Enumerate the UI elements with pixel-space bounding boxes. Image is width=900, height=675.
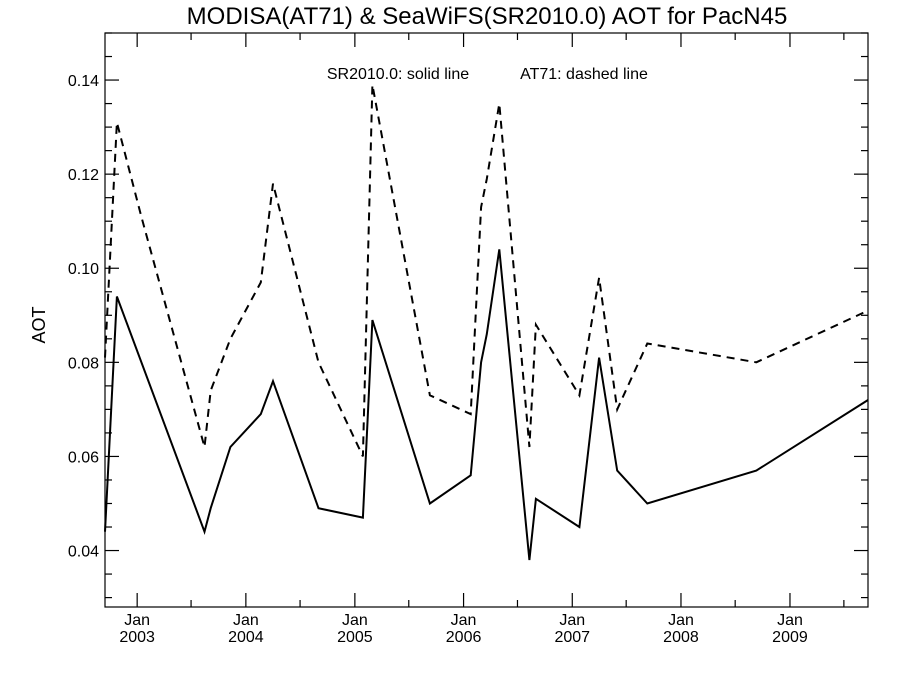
x-tick-month-label: Jan <box>668 612 694 629</box>
series-line-sr2010-0 <box>104 249 869 561</box>
axis-tick-labels: 0.040.060.080.100.120.14Jan2003Jan2004Ja… <box>68 73 808 646</box>
x-tick-month-label: Jan <box>124 612 150 629</box>
axis-ticks <box>105 32 868 607</box>
x-tick-year-label: 2003 <box>119 629 155 646</box>
y-tick-label: 0.14 <box>68 73 99 90</box>
series-layer <box>104 84 869 561</box>
chart-title: MODISA(AT71) & SeaWiFS(SR2010.0) AOT for… <box>187 3 788 30</box>
x-tick-month-label: Jan <box>559 612 585 629</box>
series-line-at71 <box>104 84 869 457</box>
plot-frame <box>104 32 869 608</box>
y-axis-label: AOT <box>29 306 49 343</box>
y-tick-label: 0.06 <box>68 449 99 466</box>
annotation-dashed-line: AT71: dashed line <box>520 66 648 83</box>
x-tick-month-label: Jan <box>777 612 803 629</box>
y-tick-label: 0.12 <box>68 167 99 184</box>
y-tick-label: 0.04 <box>68 544 99 561</box>
x-tick-year-label: 2009 <box>772 629 808 646</box>
y-tick-label: 0.10 <box>68 261 99 278</box>
x-tick-month-label: Jan <box>451 612 477 629</box>
x-tick-year-label: 2004 <box>228 629 264 646</box>
x-tick-year-label: 2007 <box>554 629 590 646</box>
x-tick-month-label: Jan <box>233 612 259 629</box>
annotation-solid-line: SR2010.0: solid line <box>327 66 469 83</box>
x-tick-year-label: 2008 <box>663 629 699 646</box>
y-tick-label: 0.08 <box>68 355 99 372</box>
x-tick-year-label: 2005 <box>337 629 373 646</box>
x-tick-month-label: Jan <box>342 612 368 629</box>
x-tick-year-label: 2006 <box>446 629 482 646</box>
